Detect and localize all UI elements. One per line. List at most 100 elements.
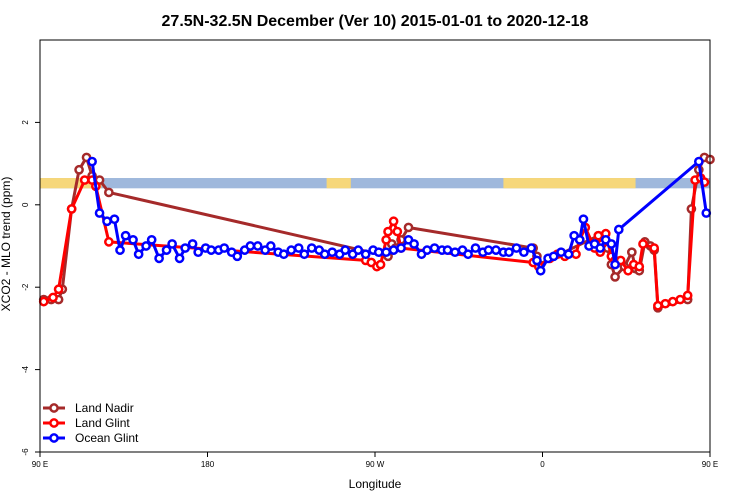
data-point (693, 156, 704, 167)
legend-marker (49, 403, 59, 413)
series-line (90, 160, 708, 273)
data-point (556, 247, 566, 258)
land-band-segment (40, 178, 102, 189)
data-point (232, 251, 243, 262)
data-point (526, 243, 537, 253)
series-layer (38, 152, 715, 313)
data-point (360, 249, 371, 260)
series-line (43, 176, 706, 308)
series-land-nadir (38, 152, 715, 313)
data-point (504, 247, 514, 258)
data-point (141, 241, 151, 251)
legend-marker (49, 433, 59, 443)
data-point (519, 247, 529, 258)
chart-title: 27.5N-32.5N December (Ver 10) 2015-01-01… (162, 13, 589, 30)
data-point (340, 245, 351, 255)
data-point (429, 243, 440, 253)
data-point (128, 234, 138, 245)
data-point (319, 249, 330, 260)
land-ocean-band (40, 178, 710, 189)
data-point (396, 243, 406, 253)
data-point (48, 292, 58, 303)
data-point (187, 239, 198, 249)
data-point (115, 245, 125, 255)
data-point (548, 251, 559, 262)
data-point (206, 245, 217, 255)
series-land-glint (38, 173, 710, 311)
data-point (574, 234, 585, 245)
data-point (388, 245, 399, 255)
data-point (610, 272, 620, 282)
data-point (563, 249, 574, 260)
y-tick-label: 0 (21, 202, 30, 207)
data-point (219, 243, 230, 253)
data-point (667, 296, 678, 307)
y-axis-label: XCO2 - MLO trend (ppm) (0, 177, 13, 312)
data-point (353, 245, 364, 255)
data-point (53, 284, 64, 295)
data-point (422, 245, 432, 255)
x-axis-label: Longitude (349, 477, 402, 491)
data-point (38, 296, 49, 307)
data-point (154, 253, 164, 264)
data-point (265, 241, 276, 251)
data-point (161, 245, 172, 255)
data-point (193, 247, 204, 258)
legend-item-ocean-glint: Ocean Glint (43, 431, 139, 445)
data-point (381, 247, 392, 258)
data-point (470, 243, 481, 253)
data-point (442, 245, 453, 255)
data-point (613, 224, 624, 235)
data-point (653, 300, 663, 311)
data-point (450, 247, 460, 258)
data-point (375, 259, 386, 270)
data-point (293, 243, 304, 253)
x-tick-label: 0 (540, 460, 545, 469)
data-point (180, 243, 191, 253)
data-point (373, 247, 384, 258)
data-point (634, 261, 645, 272)
legend-label: Ocean Glint (75, 431, 139, 445)
data-point (120, 230, 131, 241)
x-tick-label: 90 E (702, 460, 718, 469)
legend-label: Land Glint (75, 416, 130, 430)
data-point (623, 265, 633, 276)
data-point (675, 294, 686, 305)
data-point (286, 245, 297, 255)
legend-label: Land Nadir (75, 401, 134, 415)
data-point (511, 243, 522, 253)
data-point (104, 237, 114, 247)
y-tick-label: -2 (21, 283, 30, 291)
data-point (392, 226, 403, 237)
data-point (660, 298, 671, 309)
data-point (174, 253, 185, 264)
land-band-segment (503, 178, 636, 189)
data-point (104, 187, 114, 198)
axes: 90 E 180 90 W 0 90 E 2 0 -2 -4 -6 (21, 39, 718, 469)
data-point (66, 204, 77, 214)
data-point (463, 249, 473, 260)
data-point (252, 241, 263, 251)
data-point (626, 247, 637, 258)
data-point (102, 216, 112, 227)
data-point (593, 230, 604, 241)
data-point (610, 259, 620, 270)
data-point (87, 156, 97, 167)
data-point (306, 243, 317, 253)
legend-item-land-nadir: Land Nadir (43, 401, 134, 415)
data-point (483, 245, 494, 255)
legend-item-land-glint: Land Glint (43, 416, 130, 430)
data-point (79, 175, 90, 185)
data-point (245, 241, 256, 251)
data-point (327, 247, 338, 258)
data-point (167, 239, 177, 249)
legend-marker (49, 418, 59, 428)
data-point (682, 290, 693, 301)
data-point (578, 214, 589, 225)
data-point (74, 164, 84, 175)
data-point (571, 249, 581, 260)
y-tick-label: -4 (21, 365, 30, 373)
series-ocean-glint (87, 156, 712, 276)
